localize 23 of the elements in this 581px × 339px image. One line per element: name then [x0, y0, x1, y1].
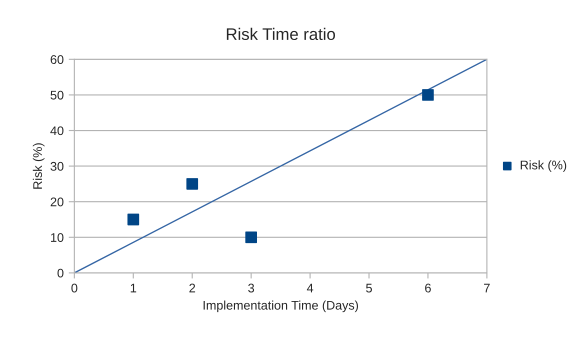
- y-tick-label: 50: [50, 90, 64, 100]
- point: [127, 214, 140, 226]
- x-tick-label: 4: [306, 284, 314, 292]
- y-tick-label: 20: [50, 198, 64, 206]
- x-tick-label: 1: [130, 284, 136, 292]
- point: [422, 89, 434, 101]
- point: [245, 231, 258, 244]
- x-tick-label: 6: [425, 284, 431, 292]
- y-tick-label: 0: [57, 268, 64, 278]
- x-tick-label: 5: [366, 284, 372, 292]
- x-tick-label: 3: [248, 284, 254, 292]
- chart-title: Risk Time ratio: [226, 28, 336, 40]
- x-tick-label: 7: [484, 284, 490, 292]
- y-tick-label: 10: [51, 233, 64, 242]
- y-tick-label: 60: [50, 55, 64, 64]
- x-tick-label: 2: [189, 284, 196, 292]
- y-axis-title: Risk (%): [32, 143, 44, 189]
- legend-label: Risk (%): [520, 160, 566, 172]
- x-tick-label: 0: [71, 284, 78, 292]
- point: [186, 178, 198, 190]
- y-tick-label: 40: [50, 126, 64, 136]
- y-tick-label: 30: [50, 162, 64, 171]
- x-axis-title: Implementation Time (Days): [204, 300, 358, 312]
